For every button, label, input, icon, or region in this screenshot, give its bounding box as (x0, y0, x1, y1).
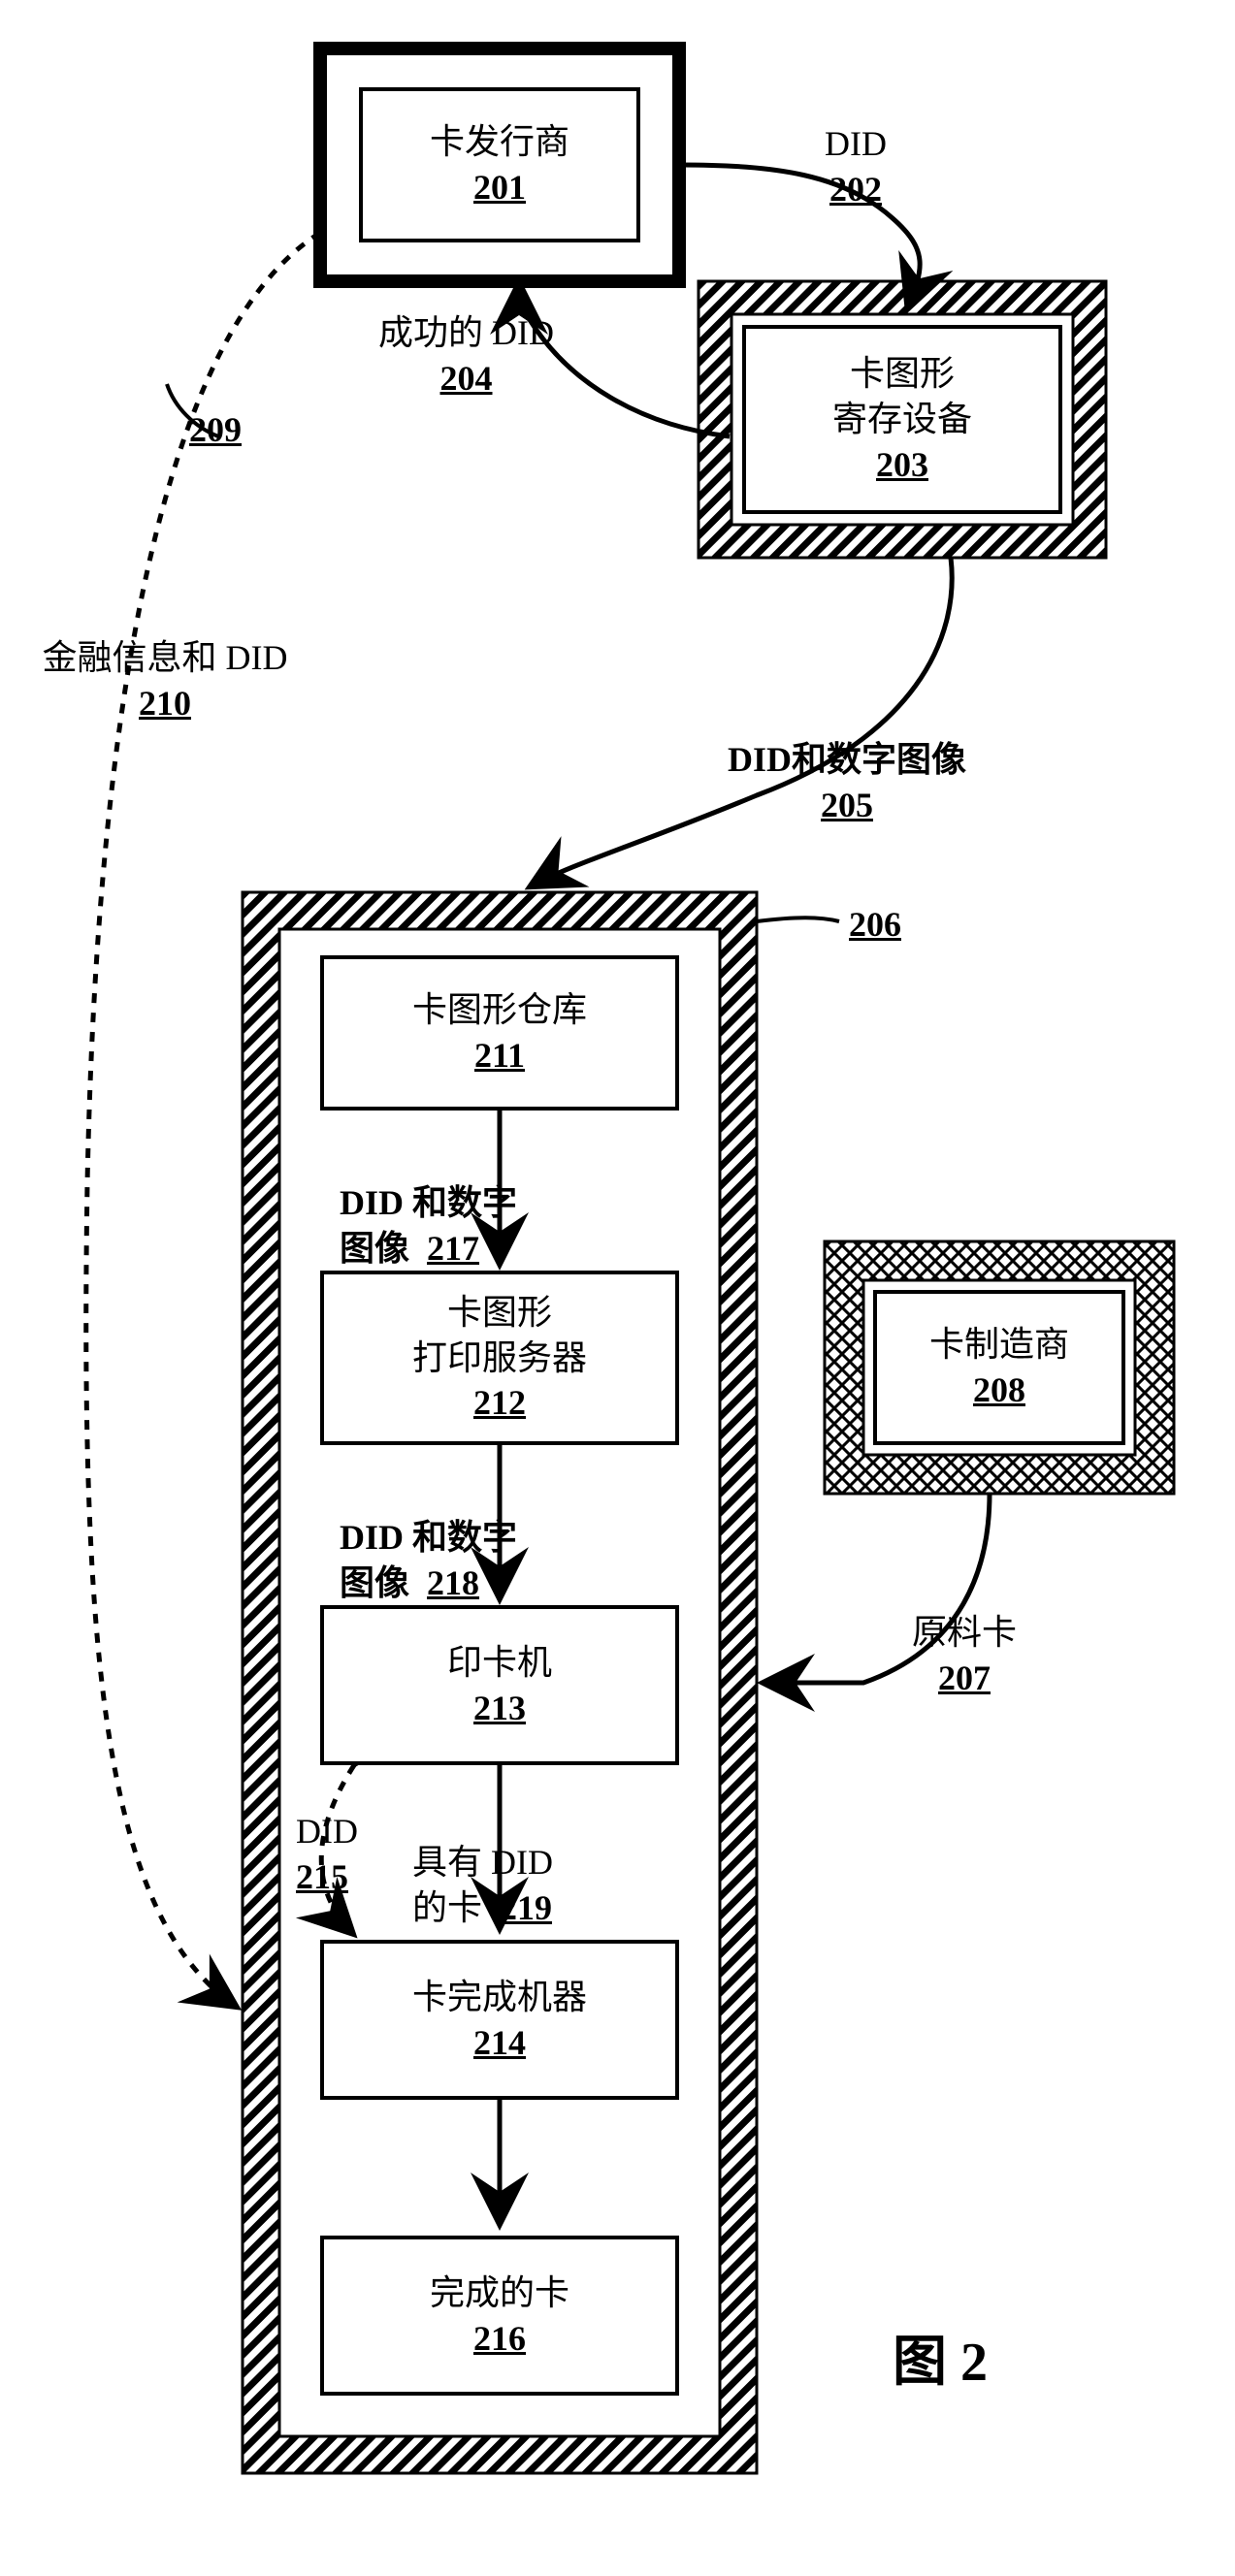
node-finisher: 卡完成机器 214 (320, 1940, 679, 2100)
node-card-issuer: 卡发行商 201 (359, 87, 640, 242)
label-card-with-did-219: 具有 DID 的卡 219 (412, 1794, 665, 1930)
label-financial-210: 金融信息和 DID 210 (19, 635, 310, 726)
node-deposit: 卡图形 寄存设备 203 (742, 325, 1062, 514)
label-did-img-205: DID和数字图像 205 (728, 737, 966, 828)
node-manufacturer-text: 卡制造商 (929, 1322, 1069, 1368)
node-finisher-num: 214 (473, 2020, 526, 2066)
node-printserver-text: 卡图形 打印服务器 (412, 1290, 587, 1381)
node-printserver: 卡图形 打印服务器 212 (320, 1271, 679, 1445)
node-cardprinter: 印卡机 213 (320, 1605, 679, 1765)
node-warehouse-num: 211 (474, 1033, 525, 1079)
node-finished: 完成的卡 216 (320, 2236, 679, 2396)
node-deposit-num: 203 (876, 442, 928, 488)
label-success-did-204: 成功的 DID 204 (378, 310, 554, 402)
node-finished-num: 216 (473, 2316, 526, 2362)
node-manufacturer: 卡制造商 208 (873, 1290, 1125, 1445)
label-ref-209: 209 (189, 407, 242, 453)
node-printserver-num: 212 (473, 1380, 526, 1426)
node-card-issuer-num: 201 (473, 165, 526, 210)
diagram-canvas: 卡发行商 201 卡图形 寄存设备 203 卡图形仓库 211 卡图形 打印服务… (19, 19, 1216, 2557)
node-deposit-text: 卡图形 寄存设备 (832, 351, 972, 442)
label-did-img-218: DID 和数字 图像 218 (340, 1469, 660, 1605)
label-ref-206: 206 (849, 902, 901, 948)
node-cardprinter-text: 印卡机 (447, 1640, 552, 1686)
figure-label: 图 2 (893, 2318, 988, 2397)
node-finisher-text: 卡完成机器 (412, 1975, 587, 2020)
label-raw-card-207: 原料卡 207 (912, 1610, 1017, 1701)
label-did-215: DID 215 (296, 1809, 358, 1900)
node-warehouse-text: 卡图形仓库 (412, 987, 587, 1033)
node-cardprinter-num: 213 (473, 1686, 526, 1731)
node-warehouse: 卡图形仓库 211 (320, 955, 679, 1111)
label-did-202: DID 202 (825, 121, 887, 212)
node-finished-text: 完成的卡 (430, 2270, 569, 2316)
node-card-issuer-text: 卡发行商 (430, 119, 569, 165)
node-manufacturer-num: 208 (973, 1368, 1025, 1413)
label-did-img-217: DID 和数字 图像 217 (340, 1135, 660, 1271)
